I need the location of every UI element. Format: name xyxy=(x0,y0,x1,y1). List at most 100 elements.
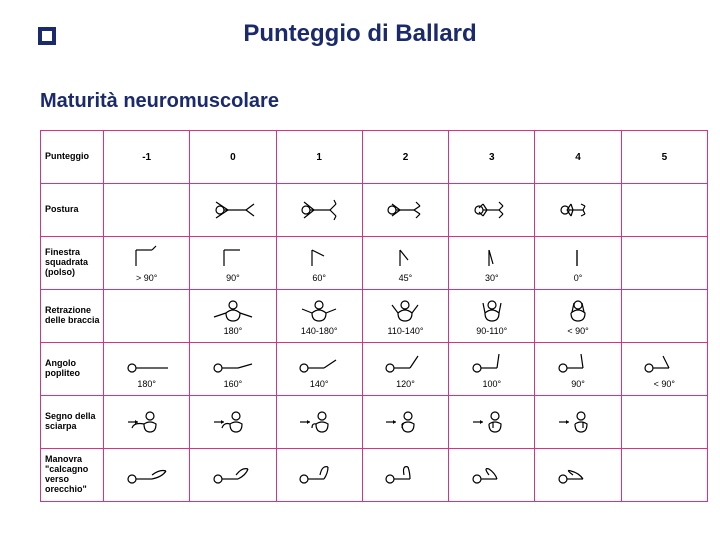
table-cell xyxy=(362,449,448,502)
row-label: Manovra "calcagno verso orecchio" xyxy=(41,449,104,502)
table-cell xyxy=(276,184,362,237)
col-header: 3 xyxy=(449,131,535,184)
table-cell xyxy=(535,184,621,237)
heel0-icon xyxy=(208,461,258,489)
table-row: Retrazione delle braccia180°140-180°110-… xyxy=(41,290,708,343)
cell-label: 60° xyxy=(312,273,326,283)
wrist1-icon xyxy=(294,244,344,272)
col-header: 0 xyxy=(190,131,276,184)
posture1-icon xyxy=(294,196,344,224)
table-cell xyxy=(362,396,448,449)
table-cell: 180° xyxy=(104,343,190,396)
heel3-icon xyxy=(467,461,517,489)
table-cell xyxy=(190,449,276,502)
table-cell xyxy=(449,184,535,237)
scarf0-icon xyxy=(208,408,258,436)
ballard-table-wrap: Punteggio -1 0 1 2 3 4 5 PosturaFinestra… xyxy=(40,130,708,502)
table-cell: 90-110° xyxy=(449,290,535,343)
cell-label: < 90° xyxy=(567,326,588,336)
header-row: Punteggio -1 0 1 2 3 4 5 xyxy=(41,131,708,184)
heel-1-icon xyxy=(122,461,172,489)
cell-label: 160° xyxy=(224,379,243,389)
arm3-icon xyxy=(467,297,517,325)
table-cell xyxy=(190,184,276,237)
table-cell: 100° xyxy=(449,343,535,396)
table-cell xyxy=(276,449,362,502)
table-cell xyxy=(449,449,535,502)
row-label: Finestra squadrata (polso) xyxy=(41,237,104,290)
table-cell xyxy=(621,184,707,237)
table-cell: 45° xyxy=(362,237,448,290)
cell-label: 90° xyxy=(571,379,585,389)
heel4-icon xyxy=(553,461,603,489)
col-header: 2 xyxy=(362,131,448,184)
table-cell xyxy=(190,396,276,449)
table-cell xyxy=(104,184,190,237)
pop5-icon xyxy=(639,350,689,378)
wrist4-icon xyxy=(553,244,603,272)
arm4-icon xyxy=(553,297,603,325)
pop0-icon xyxy=(208,350,258,378)
table-row: Finestra squadrata (polso) > 90° 90° 60° 45°… xyxy=(41,237,708,290)
table-cell: < 90° xyxy=(621,343,707,396)
table-cell: 120° xyxy=(362,343,448,396)
ballard-table: Punteggio -1 0 1 2 3 4 5 PosturaFinestra… xyxy=(40,130,708,502)
cell-label: 30° xyxy=(485,273,499,283)
cell-label: 0° xyxy=(574,273,583,283)
table-cell xyxy=(621,290,707,343)
table-cell: 140-180° xyxy=(276,290,362,343)
scarf2-icon xyxy=(380,408,430,436)
page-title: Punteggio di Ballard xyxy=(0,20,720,48)
heel1-icon xyxy=(294,461,344,489)
table-cell xyxy=(621,449,707,502)
scarf-1-icon xyxy=(122,408,172,436)
wrist0-icon xyxy=(208,244,258,272)
cell-label: 90-110° xyxy=(476,326,507,336)
table-row: Angolo popliteo180°160°140°120°100°90°< … xyxy=(41,343,708,396)
cell-label: > 90° xyxy=(136,273,157,283)
table-cell: > 90° xyxy=(104,237,190,290)
cell-label: 140-180° xyxy=(301,326,338,336)
heel2-icon xyxy=(380,461,430,489)
cell-label: 90° xyxy=(226,273,240,283)
posture4-icon xyxy=(553,196,603,224)
row-label: Retrazione delle braccia xyxy=(41,290,104,343)
cell-label: < 90° xyxy=(654,379,675,389)
posture3-icon xyxy=(467,196,517,224)
page-subtitle: Maturità neuromuscolare xyxy=(40,90,279,113)
table-cell: 90° xyxy=(535,343,621,396)
scarf3-icon xyxy=(467,408,517,436)
pop2-icon xyxy=(380,350,430,378)
row-label: Postura xyxy=(41,184,104,237)
table-cell xyxy=(362,184,448,237)
row-label: Segno della sciarpa xyxy=(41,396,104,449)
table-cell xyxy=(104,290,190,343)
table-cell: 30° xyxy=(449,237,535,290)
cell-label: 120° xyxy=(396,379,415,389)
arm1-icon xyxy=(294,297,344,325)
col-header: -1 xyxy=(104,131,190,184)
table-cell: 140° xyxy=(276,343,362,396)
cell-label: 180° xyxy=(137,379,156,389)
header-label: Punteggio xyxy=(41,131,104,184)
cell-label: 180° xyxy=(224,326,243,336)
cell-label: 100° xyxy=(482,379,501,389)
wrist2-icon xyxy=(380,244,430,272)
table-cell: 180° xyxy=(190,290,276,343)
pop4-icon xyxy=(553,350,603,378)
col-header: 4 xyxy=(535,131,621,184)
table-cell xyxy=(449,396,535,449)
table-cell xyxy=(535,449,621,502)
table-cell: < 90° xyxy=(535,290,621,343)
table-cell xyxy=(276,396,362,449)
table-cell xyxy=(621,396,707,449)
table-row: Postura xyxy=(41,184,708,237)
table-cell xyxy=(104,449,190,502)
pop-1-icon xyxy=(122,350,172,378)
arm0-icon xyxy=(208,297,258,325)
scarf1-icon xyxy=(294,408,344,436)
posture2-icon xyxy=(380,196,430,224)
scarf4-icon xyxy=(553,408,603,436)
col-header: 5 xyxy=(621,131,707,184)
table-cell: 90° xyxy=(190,237,276,290)
